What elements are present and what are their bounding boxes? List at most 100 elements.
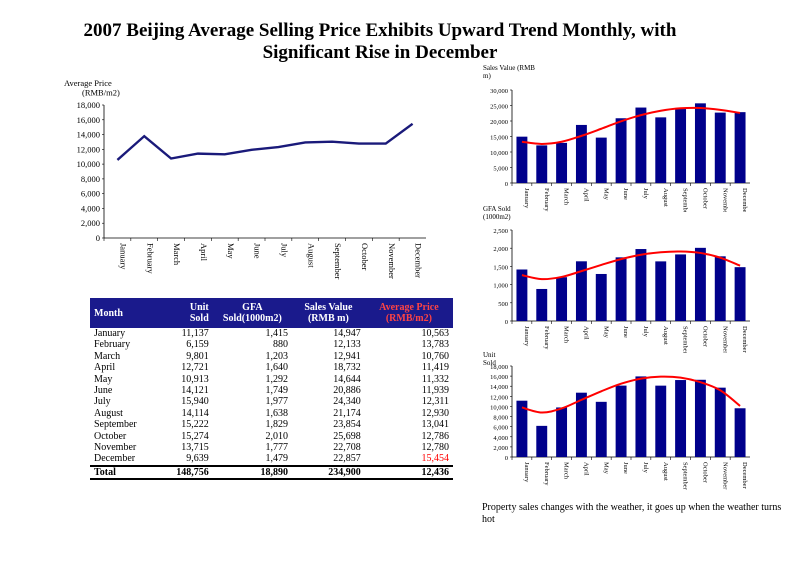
table-cell: 10,760 [421,350,450,362]
table-cell: July [94,396,111,408]
price-ytick: 10,000 [77,159,100,169]
table-cell: 20,886 [333,385,361,397]
table-cell: May [94,373,113,385]
table-row: February 6,159 880 12,133 13,783 [90,339,453,350]
table-cell: 10,563 [421,328,450,339]
table-cell: 1,638 [265,407,288,419]
gfa-xtick: November [721,326,728,353]
header-average-price: Average Price (RMB/m2) [364,298,453,328]
sales-trend-line [521,106,741,145]
table-cell: 1,479 [212,453,292,467]
price-ytick: 16,000 [77,115,100,125]
unit-ytick: 10,000 [490,404,508,411]
unit-ytick: 8,000 [493,415,508,422]
sales-xtick: January [523,188,530,209]
sales-bar [556,142,568,183]
table-cell: 24,340 [333,396,361,408]
table-cell: 22,708 [333,442,361,454]
sales-xtick: July [642,188,649,200]
gfa-bar [675,254,687,321]
price-xtick: February [145,243,155,274]
price-xtick: June [253,243,263,259]
unit-sold-bar-chart: Unit Sold 0 2,000 4,000 6,000 8,000 10,000 12,00… [483,351,750,491]
price-axis-title: Average Price (RMB/m2) [64,78,120,98]
table-cell: August [94,407,123,419]
unit-bar [655,385,667,457]
table-cell: 880 [272,339,288,351]
sales-value-bar-chart: Sales Value (RMB m) 0 5,000 10,000 15,000 20,0… [483,64,750,212]
table-cell: 12,311 [421,396,449,408]
table-cell: 11,419 [421,362,449,374]
table-cell: 10,913 [181,373,209,385]
table-cell: 1,203 [265,350,288,362]
unit-bar [595,401,607,457]
average-price-line-chart: Average Price (RMB/m2) 0 2,000 4,000 6,000 8,0… [64,78,426,280]
table-cell: 23,854 [333,419,361,431]
table-cell: 148,756 [168,464,213,481]
gfa-ytick: 500 [498,301,508,308]
sales-data-table: Month Unit Sold GFA Sold(1000m2) Sales V… [90,298,453,481]
price-xtick: October [360,243,370,271]
table-cell: Total [90,464,168,481]
table-row: August 14,114 1,638 21,174 12,930 [90,408,453,419]
table-cell: 15,222 [181,419,209,431]
table-row: September 15,222 1,829 23,854 13,041 [90,419,453,430]
sales-xtick: August [662,188,669,207]
unit-xtick: June [622,462,629,474]
sales-ytick: 0 [505,181,508,188]
table-row: October 15,274 2,010 25,698 12,786 [90,431,453,442]
gfa-bar [575,261,587,321]
unit-bar [516,400,528,457]
gfa-bar [655,261,667,321]
gfa-axis-title: GFA Sold (1000m2) [483,205,511,221]
gfa-xtick: December [741,326,748,353]
sales-bar [694,103,706,183]
sales-xtick: April [582,188,589,202]
table-cell: 12,941 [333,350,361,362]
table-cell: June [94,385,113,397]
gfa-bar [556,277,568,321]
gfa-xtick: September [682,326,689,353]
gfa-xtick: March [563,326,570,344]
sales-ytick: 15,000 [490,135,508,142]
table-row: March 9,801 1,203 12,941 10,760 [90,351,453,362]
unit-xtick: March [563,462,570,480]
unit-xtick: December [741,462,748,490]
sales-xtick: November [721,188,728,212]
gfa-ytick: 1,500 [493,264,508,271]
sales-bar [734,112,746,183]
table-cell: 14,114 [181,407,209,419]
sales-bar [516,136,528,183]
gfa-bar [516,269,528,321]
table-cell: 25,698 [333,430,361,442]
sales-xtick: December [741,188,748,212]
sales-bar [575,124,587,183]
price-xtick: August [306,243,316,268]
table-cell: 1,977 [265,396,288,408]
table-cell: 13,041 [421,419,450,431]
sales-bar [655,117,667,183]
price-xtick: December [414,243,424,278]
table-row: June 14,121 1,749 20,886 11,939 [90,385,453,396]
gfa-xtick: May [602,326,609,339]
gfa-trend-line [521,250,741,281]
table-cell: 1,777 [265,442,288,454]
table-cell: 22,857 [291,453,365,467]
gfa-xtick: January [523,326,530,347]
table-cell: 12,930 [421,407,450,419]
sales-xtick: May [602,188,609,201]
weather-note: Property sales changes with the weather,… [482,502,782,525]
table-cell: 234,900 [291,464,365,481]
table-cell: December [90,453,168,467]
table-cell: 9,639 [168,453,213,467]
unit-ytick: 14,000 [490,384,508,391]
header-sales-value: Sales Value (RMB m) [291,298,365,328]
table-cell: November [94,442,137,454]
header-month: Month [90,298,168,328]
unit-axis-title: Unit Sold [483,351,496,367]
table-cell: 12,436 [364,464,453,481]
price-ytick: 2,000 [81,218,100,228]
sales-xtick: February [543,188,550,212]
table-row: December 9,639 1,479 22,857 15,454 [90,453,453,467]
unit-ytick: 0 [505,455,508,462]
